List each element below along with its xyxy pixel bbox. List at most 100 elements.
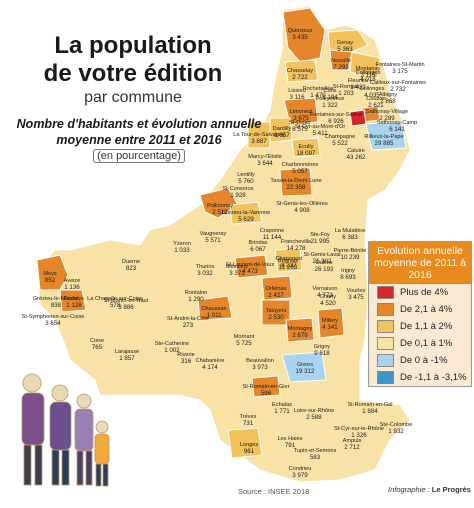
commune-name: St-Cyr-au-Mont-d'Or xyxy=(295,124,346,130)
commune-population: 29 885 xyxy=(375,140,394,147)
legend-item: De 0 à -1% xyxy=(369,352,471,369)
legend-item: De 2,1 à 4% xyxy=(369,301,471,318)
commune-name: Pollionnay xyxy=(207,203,233,209)
fill-montagny xyxy=(285,317,315,343)
commune-population: 8 657 xyxy=(274,132,290,139)
commune-population: 1 002 xyxy=(164,347,180,354)
commune-population: 6 575 xyxy=(292,126,308,133)
commune-population: 1 928 xyxy=(230,192,246,199)
fill-quincieux xyxy=(282,7,326,63)
commune-population: 11 144 xyxy=(263,234,282,241)
legend-label: De 2,1 à 4% xyxy=(400,304,453,315)
commune-population: 3 175 xyxy=(392,68,408,75)
legend-swatch xyxy=(377,320,394,333)
commune-name: Orliénas xyxy=(266,286,287,292)
family-figures xyxy=(21,373,110,487)
legend-rows: Plus de 4% De 2,1 à 4% De 1,1 à 2% De 0,1 à… xyxy=(369,284,471,386)
fill-pomeys xyxy=(59,289,87,313)
commune-name: Francheville xyxy=(281,239,311,245)
commune-population: 4 174 xyxy=(202,364,218,371)
family-illustration xyxy=(21,373,110,487)
commune-population: 4 018 xyxy=(360,76,376,83)
commune-population: 1 136 xyxy=(64,284,80,291)
commune-name: Collonges xyxy=(356,70,381,76)
source-note: Source : INSEE 2018 xyxy=(238,487,310,496)
commune-name: Quincieux xyxy=(288,28,313,34)
commune-population: 2 512 xyxy=(212,209,228,216)
commune-population: 3 115 xyxy=(360,72,376,79)
commune-name: St-Romain xyxy=(333,84,359,90)
commune-name: Fontaines-sur-Saône xyxy=(310,112,362,118)
commune-population: 5 522 xyxy=(332,140,348,147)
commune-name: Chasselay xyxy=(287,68,313,74)
commune-population: 8 693 xyxy=(340,274,356,281)
commune-population: 1 884 xyxy=(362,408,378,415)
fill-tassin xyxy=(279,167,313,197)
commune-name: Millery xyxy=(322,318,338,324)
commune-population: 3 654 xyxy=(45,320,61,327)
commune-population: 3 475 xyxy=(348,294,364,301)
commune-population: 10 239 xyxy=(341,254,360,261)
commune-name: Coise xyxy=(90,338,104,344)
commune-population: 6 926 xyxy=(328,118,344,125)
subtitle-unit: (en pourcentage) xyxy=(14,149,264,163)
commune-name: Brignais xyxy=(278,258,298,264)
commune-population: 5 057 xyxy=(292,168,308,175)
legend-item: De -1,1 à -3,1% xyxy=(369,369,471,386)
commune-population: 14 278 xyxy=(287,245,306,252)
commune-population: 21 302 xyxy=(313,258,332,265)
fill-chasselay xyxy=(284,59,319,83)
commune-name: Lentilly xyxy=(237,172,255,178)
commune-name: Cailloux-sur-Fontaines xyxy=(370,80,426,86)
commune-name: Messimy xyxy=(226,264,248,270)
commune-population: 3 371 xyxy=(229,270,245,277)
commune-population: 9 618 xyxy=(314,350,330,357)
commune-name: Genay xyxy=(337,40,354,46)
fill-st-romain-gier xyxy=(251,375,281,398)
commune-population: 2 879 xyxy=(292,332,308,339)
commune-population: 5 363 xyxy=(337,46,353,53)
commune-population: 4 773 xyxy=(317,292,333,299)
commune-population: 1 033 xyxy=(174,247,190,254)
commune-population: 18 097 xyxy=(297,150,316,157)
legend-item: De 0,1 à 1% xyxy=(369,335,471,352)
commune-population: 4 341 xyxy=(322,324,338,331)
commune-population: 731 xyxy=(243,420,254,427)
commune-name: Fleurieu xyxy=(348,78,368,84)
commune-population: 2 530 xyxy=(268,314,284,321)
legend-swatch xyxy=(377,354,394,367)
commune-name: Chabanière xyxy=(196,358,225,364)
credit-name: Le Progrès xyxy=(431,485,471,494)
commune-name: Taluyers xyxy=(266,308,287,314)
commune-name: Condrieu xyxy=(289,466,312,472)
commune-name: Loire-sur-Rhône xyxy=(294,408,334,414)
commune-population: 3 886 xyxy=(118,304,134,311)
commune-name: St-Cyr-sur-le-Rhône xyxy=(334,426,384,432)
credit-prefix: Infographie : xyxy=(388,485,432,494)
commune-name: Rochetaillée xyxy=(303,86,334,92)
commune-name: Charbonnières xyxy=(282,162,319,168)
fill-genay xyxy=(327,29,369,56)
commune-name: Duerne xyxy=(122,259,140,265)
commune-population: 5 725 xyxy=(236,340,252,347)
commune-population: 1 194 xyxy=(322,94,338,101)
commune-population: 1 932 xyxy=(388,428,404,435)
subtitle-line-2: moyenne entre 2011 et 2016 xyxy=(56,133,222,147)
fill-montanay xyxy=(349,51,381,79)
commune-population: 273 xyxy=(183,322,194,329)
commune-population: 2 712 xyxy=(344,444,360,451)
commune-fills xyxy=(36,7,407,459)
commune-population: 823 xyxy=(126,265,137,272)
commune-population: 3 973 xyxy=(252,364,268,371)
commune-name: Larajasse xyxy=(115,349,139,355)
fill-pollionnay xyxy=(199,187,239,219)
commune-population: 6 141 xyxy=(389,126,405,133)
commune-name: Vaugneray xyxy=(200,231,227,237)
fill-grezieu-varenne xyxy=(229,201,263,225)
commune-name: Chaussan xyxy=(201,306,226,312)
commune-population: 1 326 xyxy=(351,432,367,439)
commune-name: Poleymieux xyxy=(316,96,345,102)
commune-name: St-Consorce xyxy=(222,186,253,192)
